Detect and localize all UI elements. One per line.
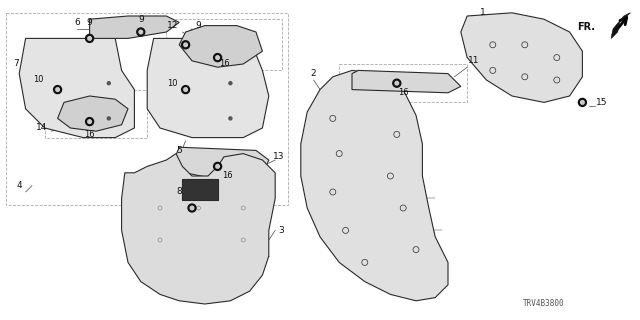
Text: 10: 10: [33, 76, 44, 84]
Text: 3: 3: [279, 226, 284, 235]
Text: FR.: FR.: [577, 22, 595, 32]
Circle shape: [108, 117, 110, 120]
Polygon shape: [173, 147, 269, 182]
Text: 5: 5: [177, 146, 182, 155]
Text: 4: 4: [17, 181, 22, 190]
Polygon shape: [90, 16, 179, 38]
Circle shape: [108, 82, 110, 85]
Circle shape: [88, 120, 92, 124]
Polygon shape: [147, 38, 269, 138]
Circle shape: [190, 206, 194, 210]
Circle shape: [579, 98, 586, 106]
Polygon shape: [461, 13, 582, 102]
Bar: [45, 90, 147, 138]
Circle shape: [214, 163, 221, 170]
Circle shape: [216, 164, 220, 168]
Circle shape: [229, 117, 232, 120]
Polygon shape: [301, 70, 448, 301]
Polygon shape: [611, 13, 630, 38]
Text: 12: 12: [167, 21, 179, 30]
Circle shape: [88, 36, 92, 40]
Polygon shape: [122, 154, 275, 304]
Text: 10: 10: [168, 79, 178, 88]
Circle shape: [393, 79, 401, 87]
Text: 9: 9: [87, 18, 92, 27]
Circle shape: [188, 204, 196, 212]
Text: 7: 7: [13, 60, 19, 68]
Polygon shape: [352, 70, 461, 93]
Text: 16: 16: [222, 172, 232, 180]
Text: 9: 9: [138, 15, 143, 24]
Text: 6: 6: [74, 18, 79, 27]
Text: 13: 13: [273, 152, 284, 161]
Circle shape: [216, 56, 220, 60]
Circle shape: [54, 86, 61, 93]
Text: 2: 2: [311, 69, 316, 78]
Text: 8: 8: [177, 188, 182, 196]
Polygon shape: [179, 26, 262, 67]
Circle shape: [184, 43, 188, 47]
Text: 11: 11: [468, 56, 479, 65]
Polygon shape: [19, 38, 134, 138]
Circle shape: [580, 100, 584, 104]
Text: 14: 14: [36, 124, 47, 132]
Text: 16: 16: [398, 88, 408, 97]
Bar: [166, 19, 282, 70]
Circle shape: [56, 88, 60, 92]
Text: 1: 1: [481, 8, 486, 17]
Bar: [182, 179, 218, 200]
Circle shape: [86, 117, 93, 125]
Text: TRV4B3800: TRV4B3800: [523, 300, 565, 308]
Circle shape: [229, 82, 232, 85]
Text: 16: 16: [219, 60, 229, 68]
Circle shape: [395, 81, 399, 85]
Circle shape: [214, 53, 221, 61]
Bar: [6, 13, 288, 205]
Circle shape: [182, 86, 189, 93]
Circle shape: [86, 34, 93, 42]
Text: 15: 15: [596, 98, 607, 107]
Text: 16: 16: [84, 130, 95, 139]
Circle shape: [184, 88, 188, 92]
Bar: [339, 64, 467, 102]
Text: 9: 9: [196, 21, 201, 30]
Circle shape: [137, 28, 145, 36]
Circle shape: [182, 41, 189, 49]
Circle shape: [139, 30, 143, 34]
Polygon shape: [58, 96, 128, 131]
